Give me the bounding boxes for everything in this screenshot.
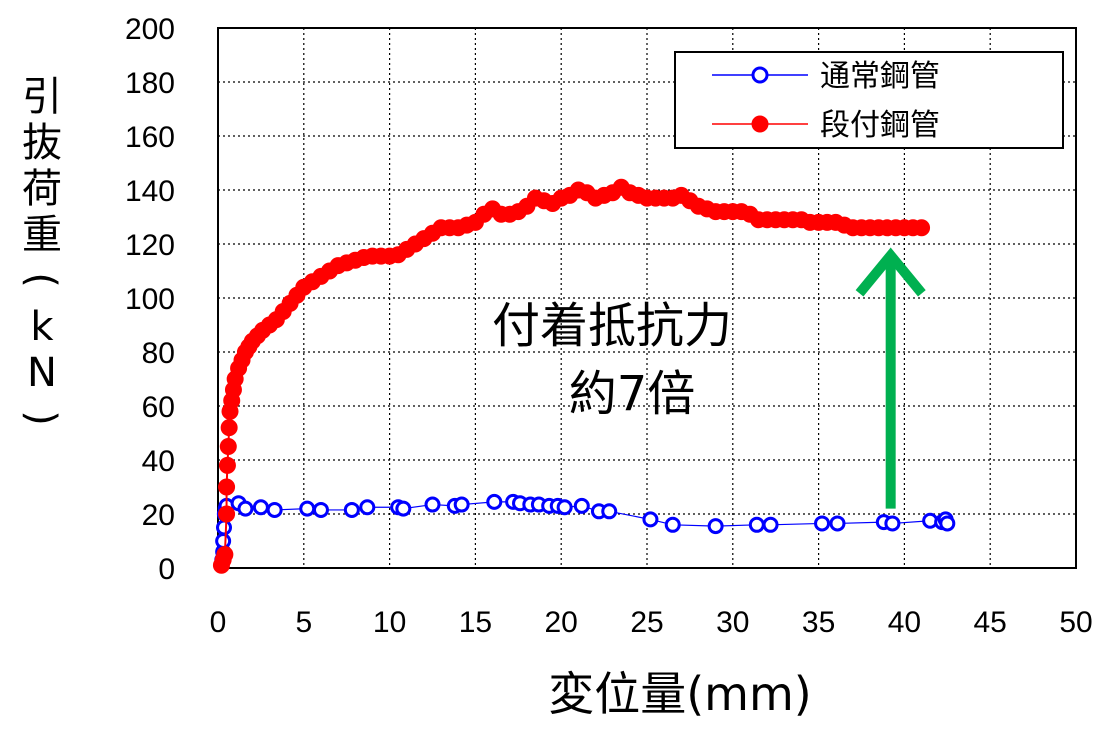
x-tick-label: 20	[545, 606, 578, 639]
data-point	[220, 419, 238, 437]
y-axis-label-char: (	[18, 272, 64, 288]
y-tick-label: 20	[142, 499, 175, 532]
annotation-arrow-head	[855, 247, 926, 297]
x-tick-label: 10	[373, 606, 406, 639]
data-point	[237, 500, 254, 517]
y-axis-label-char: )	[18, 410, 64, 426]
data-point	[343, 501, 360, 518]
data-point	[601, 503, 618, 520]
x-tick-label: 30	[716, 606, 749, 639]
annotation-line-2: 約7倍	[569, 366, 696, 422]
y-tick-label: 100	[125, 283, 175, 316]
x-tick-label: 45	[974, 606, 1007, 639]
data-point	[252, 499, 269, 516]
x-tick-label: 5	[295, 606, 312, 639]
y-axis-label-char: 抜	[22, 120, 62, 166]
data-point	[814, 515, 831, 532]
data-point	[748, 516, 765, 533]
y-tick-label: 80	[142, 337, 175, 370]
y-tick-label: 40	[142, 445, 175, 478]
legend-label-stepped: 段付鋼管	[820, 108, 940, 143]
y-axis-label-char: 重	[22, 212, 62, 258]
x-tick-label: 0	[210, 606, 227, 639]
data-point	[913, 219, 931, 237]
data-point	[829, 515, 846, 532]
y-axis-label-char: 引	[22, 74, 62, 120]
data-point	[884, 515, 901, 532]
data-point	[939, 515, 956, 532]
data-point	[312, 501, 329, 518]
data-point	[395, 500, 412, 517]
data-point	[219, 438, 237, 455]
data-point	[424, 496, 441, 513]
x-tick-label: 15	[459, 606, 492, 639]
y-axis-ticks: 0 20 40 60 80 100 120 140 160 180 200	[125, 13, 175, 586]
legend-label-normal: 通常鋼管	[820, 59, 940, 94]
x-tick-label: 35	[802, 606, 835, 639]
series-layer	[212, 178, 956, 574]
x-tick-label: 50	[1059, 606, 1092, 639]
data-point	[299, 500, 316, 517]
data-point	[215, 533, 232, 549]
legend-box	[674, 51, 1064, 149]
legend-marker-normal	[751, 66, 769, 84]
data-point	[266, 501, 283, 518]
data-point	[486, 493, 503, 510]
data-point	[453, 496, 470, 513]
data-point	[707, 518, 724, 535]
plot-area	[217, 27, 1077, 569]
y-tick-label: 180	[125, 67, 175, 100]
y-axis-label-char: N	[27, 350, 57, 396]
legend-marker-stepped	[751, 115, 769, 133]
y-tick-label: 160	[125, 121, 175, 154]
legend: 通常鋼管 段付鋼管	[674, 51, 1064, 149]
x-axis-label: 変位量(mm)	[548, 667, 812, 721]
data-point	[573, 497, 590, 514]
y-tick-label: 140	[125, 175, 175, 208]
data-point	[762, 516, 779, 533]
data-point	[664, 516, 681, 533]
data-point	[359, 499, 376, 516]
series-0	[213, 493, 956, 574]
y-axis-label-char: 荷	[22, 166, 62, 212]
y-tick-label: 120	[125, 229, 175, 262]
data-point	[642, 511, 659, 528]
data-point	[218, 456, 236, 474]
y-tick-label: 0	[158, 553, 175, 586]
data-point	[216, 519, 233, 536]
data-point	[218, 505, 236, 523]
x-tick-label: 25	[630, 606, 663, 639]
series-1	[212, 178, 931, 574]
y-axis-label-char: k	[30, 304, 54, 350]
annotation-line-1: 付着抵抗力	[492, 298, 732, 354]
x-tick-label: 40	[888, 606, 921, 639]
data-point	[216, 546, 234, 563]
y-tick-label: 60	[142, 391, 175, 424]
annotation: 付着抵抗力 約7倍	[492, 247, 926, 509]
data-point	[556, 499, 573, 516]
x-axis-ticks: 0 5 10 15 20 25 30 35 40 45 50	[210, 606, 1093, 639]
data-point	[218, 478, 236, 496]
y-tick-label: 200	[125, 13, 175, 46]
